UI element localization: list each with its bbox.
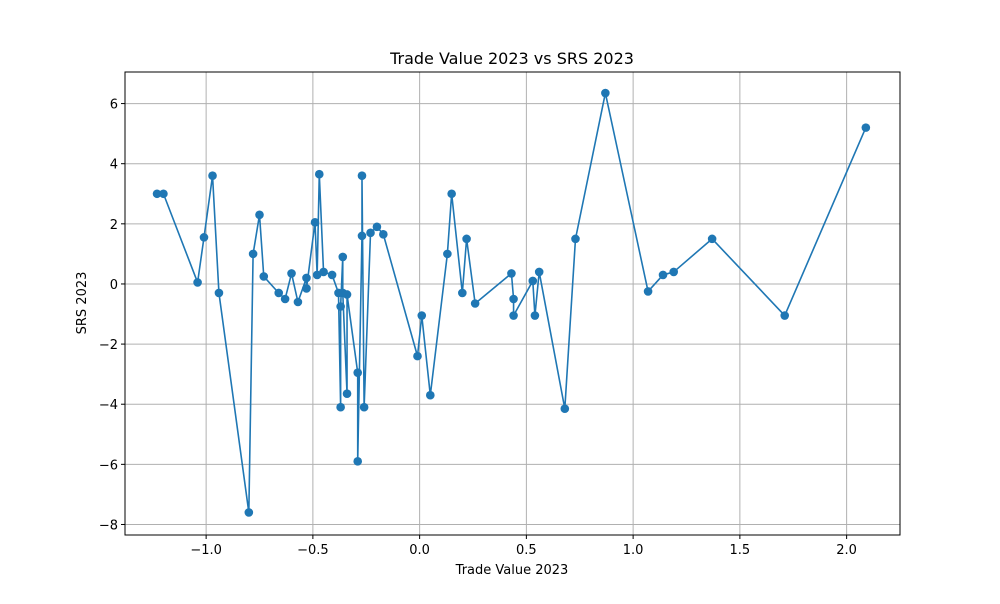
x-tick-label: 2.0 <box>836 543 857 558</box>
data-point <box>379 230 388 239</box>
data-point <box>560 404 570 414</box>
data-point <box>244 508 254 517</box>
data-point <box>342 290 352 299</box>
x-tick-label: −1.0 <box>190 543 222 558</box>
series-layer <box>152 88 871 517</box>
data-point <box>462 234 471 244</box>
data-point <box>159 189 168 199</box>
data-point <box>336 302 345 311</box>
data-point <box>255 210 264 220</box>
data-point <box>571 234 580 244</box>
data-point <box>259 272 269 281</box>
plot-frame <box>124 71 901 536</box>
data-point <box>314 169 324 179</box>
data-point <box>458 288 467 298</box>
data-point <box>534 267 544 277</box>
data-point <box>312 270 322 280</box>
data-point <box>248 249 258 259</box>
data-point <box>327 270 337 280</box>
x-tick-label: 1.5 <box>730 543 751 558</box>
data-point <box>643 287 653 296</box>
data-point <box>658 270 668 280</box>
data-point <box>601 88 610 98</box>
data-point <box>353 368 363 377</box>
grid <box>125 72 900 535</box>
data-point <box>780 311 790 320</box>
x-tick-label: 0.5 <box>516 543 537 558</box>
data-point <box>353 457 363 466</box>
data-point <box>336 402 345 412</box>
data-point <box>426 390 435 400</box>
y-tick-label: −2 <box>99 338 118 353</box>
data-point <box>528 276 538 286</box>
data-point <box>342 389 352 398</box>
y-tick-label: −8 <box>99 518 118 533</box>
data-point <box>302 273 311 283</box>
x-tick-label: 1.0 <box>623 543 644 558</box>
data-point <box>357 231 367 241</box>
data-point <box>274 288 284 298</box>
data-point <box>338 252 348 262</box>
data-point <box>417 311 427 320</box>
data-point <box>214 288 224 298</box>
data-point <box>152 189 162 199</box>
data-point <box>359 402 369 412</box>
y-tick-label: 4 <box>110 158 118 173</box>
data-point <box>509 311 518 320</box>
data-point <box>280 294 290 304</box>
data-point <box>208 171 217 181</box>
y-tick-label: −4 <box>99 398 118 413</box>
x-axis-label: Trade Value 2023 <box>455 563 569 578</box>
data-point <box>447 189 456 199</box>
y-tick-label: 0 <box>110 278 118 293</box>
y-axis: −8 −6 −4 −2 0 2 4 6 <box>99 98 125 533</box>
x-tick-label: −0.5 <box>297 543 329 558</box>
y-axis-label: SRS 2023 <box>75 272 90 335</box>
data-point <box>372 222 382 232</box>
x-tick-label: 0.0 <box>409 543 430 558</box>
data-point <box>507 269 516 278</box>
chart-title: Trade Value 2023 vs SRS 2023 <box>389 49 634 68</box>
data-point <box>302 284 311 293</box>
data-point <box>861 123 871 132</box>
data-point <box>366 228 375 238</box>
data-point <box>509 294 518 304</box>
data-point <box>293 297 303 307</box>
data-point <box>193 278 202 287</box>
data-point <box>199 233 209 242</box>
data-point <box>357 171 367 181</box>
series-line <box>157 92 867 514</box>
data-point <box>287 269 296 278</box>
y-tick-label: 2 <box>110 218 118 233</box>
data-point <box>310 218 320 227</box>
data-point <box>443 249 452 259</box>
y-tick-label: −6 <box>99 458 118 473</box>
data-point <box>530 311 540 320</box>
data-point <box>669 267 678 277</box>
data-point <box>470 299 480 308</box>
data-point <box>707 234 717 244</box>
x-axis: −1.0 −0.5 0.0 0.5 1.0 1.5 2.0 <box>190 535 857 558</box>
data-point <box>319 267 328 277</box>
y-tick-label: 6 <box>110 98 118 113</box>
data-point <box>413 351 422 361</box>
